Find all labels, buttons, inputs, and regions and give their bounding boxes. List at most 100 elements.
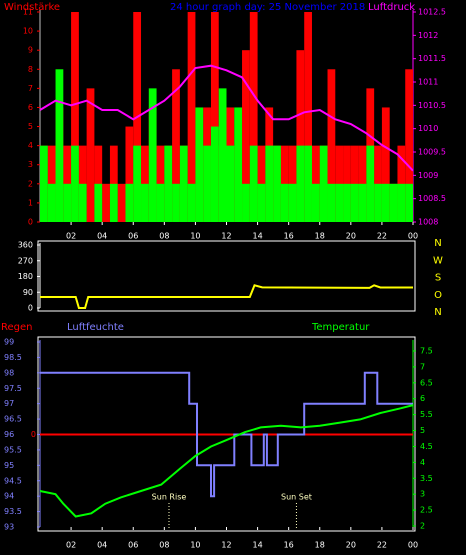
y2-tick-label: 2.5 [420,506,433,515]
wind-bar [358,183,367,222]
wind-bar [203,145,211,222]
wind-bar [195,107,204,222]
wind-bar [172,183,180,222]
wind-bar [405,69,413,222]
rain-label: Regen [1,322,33,333]
wind-bar [234,107,243,222]
x-tick-label: 02 [66,232,76,241]
y-tick-label: 96 [4,430,14,439]
wind-bar [172,69,180,222]
x-tick-label: 12 [221,232,231,241]
x-tick-label: 00 [408,232,418,241]
y-tick-label: 95 [4,461,14,470]
series-line [39,404,414,518]
wind-label: Windstärke [4,2,60,13]
wind-bar [71,145,79,222]
y-tick-label: 10 [23,27,33,36]
wind-bar [125,126,134,222]
wind-bar [327,183,336,222]
x-tick-label: 12 [221,541,231,550]
y-tick-label: 97 [4,399,14,408]
y-tick-label: 11 [23,8,33,17]
y-tick-label: 180 [18,272,33,281]
wind-bar [327,69,336,222]
y2-tick-label: 4.5 [420,442,433,451]
y-tick-label: 94 [4,492,14,501]
x-tick-label: 16 [284,541,294,550]
x-tick-label: 18 [315,541,325,550]
humidity-label: Luftfeuchte [67,322,124,333]
x-tick-label: 00 [408,541,418,550]
annotation: Sun Set [281,493,312,502]
wind-bar [187,183,196,222]
wind-bar [210,126,219,222]
x-tick-label: 14 [252,541,262,550]
wind-bar [242,183,250,222]
wind-bar [141,183,149,222]
y2-tick-label: 1010.5 [418,101,446,110]
wind-bar [296,145,305,222]
wind-bar [71,12,79,222]
y2-tick-label: 4 [420,458,425,467]
y2-tick-label: 1012.5 [418,8,446,17]
y-tick-label: 99 [4,338,14,347]
y2-tick-label: 1012 [418,31,438,40]
y2-tick-label: 1011 [418,78,438,87]
wind-bar [343,183,351,222]
y2-tick-label: 1009.5 [418,148,446,157]
y-tick-label: 96.5 [4,415,22,424]
wind-bar [257,183,266,222]
wind-bar [125,183,134,222]
wind-bar [249,145,258,222]
y-tick-label: 9 [28,46,33,55]
wind-bar [218,88,227,222]
wind-bar [242,50,250,222]
wind-bar [102,183,110,222]
x-tick-label: 04 [97,541,107,550]
y-tick-label: 2 [28,179,33,188]
x-tick-label: 06 [128,232,138,241]
y2-tick-label: 1011.5 [418,54,446,63]
y-tick-label: 360 [18,241,33,250]
y2-tick-label: 6 [420,394,425,403]
y-tick-label: 1 [28,198,33,207]
y-tick-label: 7 [28,84,33,93]
x-tick-label: 16 [284,232,294,241]
y-tick-label: 0 [28,304,33,313]
x-tick-label: 14 [252,232,262,241]
wind-bar [374,183,382,222]
y2-tick-label: 1008.5 [418,194,446,203]
temperature-label: Temperatur [311,322,370,333]
wind-bar [78,183,87,222]
y-tick-label: 95.5 [4,445,22,454]
x-tick-label: 20 [346,232,356,241]
x-tick-label: 10 [190,541,200,550]
wind-bar [381,107,390,222]
x-tick-label: 10 [190,232,200,241]
y2-tick-label: 1008 [418,218,438,227]
wind-bar [319,145,328,222]
wind-bar [389,183,398,222]
wind-bar [86,88,95,222]
x-tick-label: 04 [97,232,107,241]
wind-bar [405,183,413,222]
compass-label: N [434,307,441,318]
y-tick-label: 4 [28,141,33,150]
compass-label: S [435,273,441,284]
y2-tick-label: 3 [420,490,425,499]
annotation: Sun Rise [152,493,187,502]
chart-title: 24 hour graph day: 25 November 2018 [170,2,365,13]
compass-label: N [434,238,441,249]
x-tick-label: 18 [315,232,325,241]
wind-bar [280,183,289,222]
y2-tick-label: 2 [420,522,425,531]
x-tick-label: 02 [66,541,76,550]
wind-bar [156,183,165,222]
wind-bar [304,12,312,222]
wind-bar [148,88,157,222]
wind-bar [164,145,173,222]
x-tick-label: 06 [128,541,138,550]
wind-bar [55,69,64,222]
wind-bar [311,183,320,222]
wind-bar [288,183,297,222]
